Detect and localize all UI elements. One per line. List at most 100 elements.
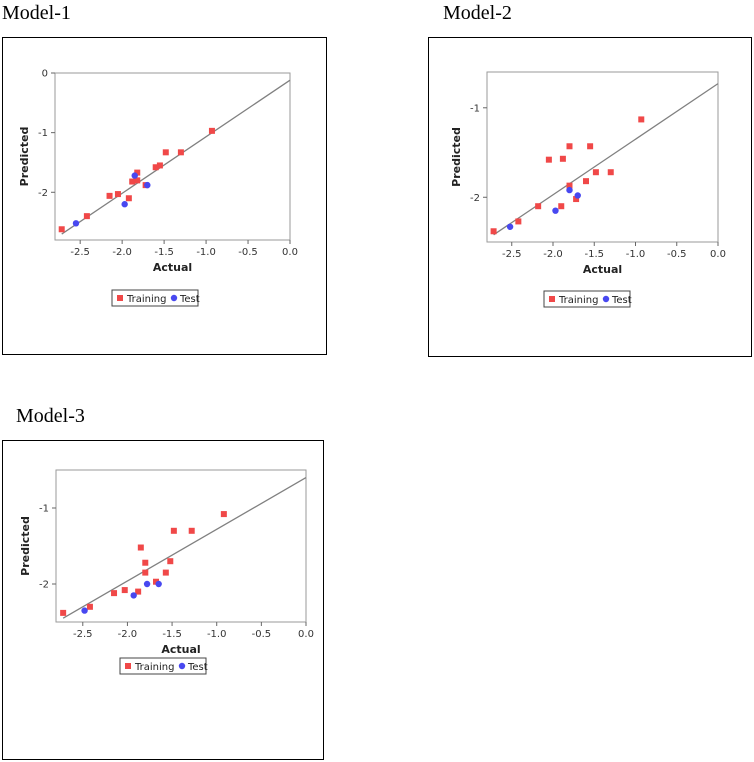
x-tick-label: -1.0 xyxy=(207,629,227,640)
x-tick-label: -1.0 xyxy=(626,249,646,260)
legend-test-marker xyxy=(602,295,610,303)
x-tick-label: -2.5 xyxy=(70,247,90,258)
training-point xyxy=(125,195,132,202)
test-point xyxy=(121,201,128,208)
x-tick-label: -1.5 xyxy=(584,249,604,260)
legend-test-label: Test xyxy=(179,294,200,305)
test-point xyxy=(81,607,88,614)
training-point xyxy=(162,149,169,156)
training-point xyxy=(545,156,552,163)
y-tick-label: -2 xyxy=(470,193,480,204)
legend-training-marker xyxy=(117,295,123,301)
test-point xyxy=(130,592,137,599)
training-point xyxy=(156,162,163,169)
test-point xyxy=(144,181,151,189)
fit-line xyxy=(493,83,719,236)
y-tick-label: -1 xyxy=(38,128,48,139)
y-axis-label: Predicted xyxy=(450,127,463,187)
y-tick-label: -2 xyxy=(39,580,49,591)
legend-test-marker xyxy=(170,294,178,302)
training-point xyxy=(129,178,136,185)
training-point xyxy=(566,182,573,189)
x-tick-label: -1.0 xyxy=(196,247,216,258)
training-point xyxy=(121,587,128,594)
training-point xyxy=(573,196,580,203)
training-point xyxy=(58,226,65,233)
x-tick-label: 0.0 xyxy=(298,629,314,640)
legend-test-label: Test xyxy=(611,295,632,306)
training-point xyxy=(142,569,149,576)
legend-test-label: Test xyxy=(187,662,208,673)
training-point xyxy=(111,590,118,597)
test-point xyxy=(155,580,162,588)
x-tick-label: -1.5 xyxy=(154,247,174,258)
training-point xyxy=(162,569,169,576)
legend-test-marker xyxy=(178,662,186,670)
training-point xyxy=(134,177,141,184)
x-tick-label: -0.5 xyxy=(238,247,258,258)
test-point xyxy=(574,192,581,199)
fit-line xyxy=(61,79,291,235)
test-point xyxy=(566,186,573,194)
panel-title-model-3: Model-3 xyxy=(16,405,85,427)
training-point xyxy=(167,558,174,565)
x-tick-label: -2.0 xyxy=(543,249,563,260)
training-point xyxy=(583,178,589,185)
legend-box xyxy=(119,657,207,675)
x-axis-label: Actual xyxy=(153,261,192,274)
training-point xyxy=(60,609,67,616)
y-tick-label: 0 xyxy=(42,69,48,80)
training-point xyxy=(515,218,522,225)
x-tick-label: -2.5 xyxy=(73,629,93,640)
training-point xyxy=(114,191,121,198)
training-point xyxy=(638,116,645,123)
training-point xyxy=(170,527,177,534)
test-point xyxy=(506,223,514,230)
x-tick-label: 0.0 xyxy=(282,247,298,258)
legend-training-label: Training xyxy=(134,662,174,673)
training-point xyxy=(558,203,565,210)
training-point xyxy=(142,559,149,566)
y-tick-label: -1 xyxy=(39,504,49,515)
training-point xyxy=(587,143,594,150)
test-point xyxy=(143,580,151,588)
legend-training-marker xyxy=(125,663,131,669)
training-point xyxy=(490,228,497,235)
test-point xyxy=(72,220,80,227)
panel-title-model-1: Model-1 xyxy=(2,2,71,24)
training-point xyxy=(559,155,566,162)
x-tick-label: -0.5 xyxy=(667,249,687,260)
training-point xyxy=(106,192,113,199)
y-tick-label: -2 xyxy=(38,188,48,199)
training-point xyxy=(220,511,227,518)
legend-training-marker xyxy=(549,296,555,302)
y-tick-label: -1 xyxy=(470,103,480,114)
x-tick-label: -2.5 xyxy=(502,249,522,260)
test-point xyxy=(552,207,559,214)
training-point xyxy=(535,203,542,210)
training-point xyxy=(177,149,184,156)
training-point xyxy=(607,169,614,176)
training-point xyxy=(86,603,93,610)
x-tick-label: -0.5 xyxy=(252,629,272,640)
training-point xyxy=(135,588,142,595)
legend-box xyxy=(111,289,199,307)
training-point xyxy=(153,578,159,585)
x-tick-label: -2.0 xyxy=(112,247,132,258)
y-axis-label: Predicted xyxy=(18,127,31,187)
training-point xyxy=(592,169,599,176)
training-point xyxy=(566,143,573,150)
training-point xyxy=(134,169,141,176)
x-tick-label: -1.5 xyxy=(162,629,182,640)
training-point xyxy=(152,164,159,171)
y-axis-label: Predicted xyxy=(19,516,32,576)
training-point xyxy=(137,544,144,551)
x-tick-label: 0.0 xyxy=(710,249,726,260)
x-axis-label: Actual xyxy=(161,643,200,656)
x-tick-label: -2.0 xyxy=(118,629,138,640)
training-point xyxy=(208,127,215,134)
x-axis-label: Actual xyxy=(583,263,622,276)
panel-title-model-2: Model-2 xyxy=(443,2,512,24)
